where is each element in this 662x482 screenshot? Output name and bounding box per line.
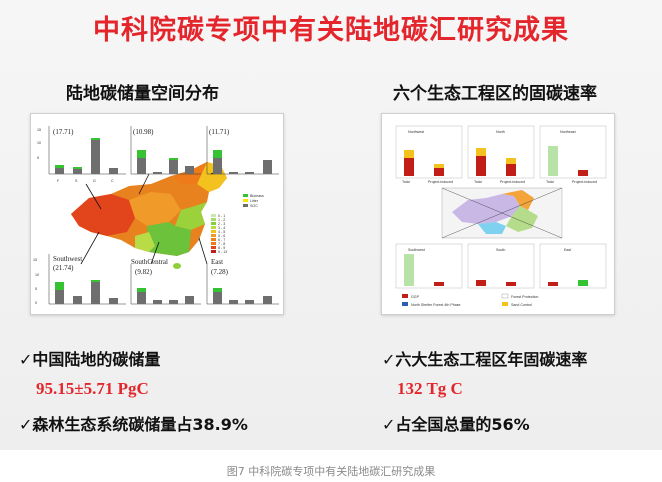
figure-caption: 图7 中科院碳专项中有关陆地碳汇研究成果 [226,465,436,478]
panel-northeast: Northeast Total Project-induced [539,125,607,184]
carbon-storage-map-figure: 15 10 5 (17.71) F S G C (10.98) [30,113,284,315]
right-finding-2: ✓占全国总量的56% [382,411,530,435]
scale-label: 1 - 2 [218,218,225,222]
axis-tick: 0 [35,301,37,305]
region-value: (10.98) [133,128,154,136]
panel-south: South [467,243,535,289]
right-finding-1: ✓六大生态工程区年固碳速率 [382,346,587,370]
region-name: Southwest [53,255,82,263]
panel-title: Northwest [408,130,424,134]
scale-label: 9 - 13 [218,250,227,254]
finding-text: 六大生态工程区年固碳速率 [395,350,588,369]
scale-label: 2 - 3 [218,222,225,226]
region-value: (9.82) [135,268,153,276]
bar-category: Total [546,180,554,184]
right-value: 132 Tg C [397,379,463,398]
project-map [441,187,563,239]
region-chart-east: East (7.28) [206,258,279,305]
region-name: SouthCentral [131,258,168,266]
axis-tick: 5 [37,156,39,160]
region-value: (11.71) [209,128,230,136]
bar-category: S [75,179,78,183]
sequestration-rate-figure: Northwest Total Project-induced North To… [381,113,615,315]
region-value: (21.74) [53,264,74,272]
scale-label: 8 - 9 [218,246,225,250]
region-name: East [211,258,223,266]
scale-label: 5 - 6 [218,234,225,238]
panel-title: South [496,248,505,252]
axis-tick: 15 [33,258,37,262]
region-value: (17.71) [53,128,74,136]
finding-text: 占全国总量的56% [395,415,530,434]
scale-label: 0 - 1 [218,214,225,218]
bar-category: G [93,179,96,183]
bar-category: C [111,179,114,183]
axis-tick: 10 [35,273,39,277]
bar-category: Project-induced [572,180,597,184]
panel-north: North Total Project-induced [467,125,535,184]
bar-category: Project-induced [500,180,525,184]
scale-label: 4 - 5 [218,230,225,234]
scale-label: 3 - 4 [218,226,225,230]
legend-label: Sand Control [511,303,532,307]
axis-tick: 15 [37,128,41,132]
bar-category: F [57,179,60,183]
panel-east: East [539,243,607,289]
panel-northwest: Northwest Total Project-induced [395,125,463,184]
region-chart-southcentral: SouthCentral (9.82) [130,258,201,305]
region-chart-2: (10.98) [130,126,201,175]
bar-category: Total [402,180,410,184]
bar-category: Project-induced [428,180,453,184]
chart-legend: Biomass Litter SOC [243,194,264,208]
scale-label: 6 - 7 [218,238,225,242]
legend-label: SOC [250,204,258,208]
axis-tick: 10 [37,141,41,145]
region-chart-3: (11.71) [206,126,279,175]
axis-tick: 5 [35,287,37,291]
check-icon: ✓ [19,415,33,434]
region-value: (7.28) [211,268,229,276]
check-icon: ✓ [382,350,396,369]
project-legend: GGP Forest Protection North Shelter Fore… [402,293,538,307]
left-finding-1: ✓中国陆地的碳储量 [19,346,160,370]
left-finding-2: ✓森林生态系统碳储量占38.9% [19,411,248,435]
right-section-title: 六个生态工程区的固碳速率 [393,84,597,104]
panel-title: Southwest [408,248,425,252]
legend-label: GGP [411,295,420,299]
legend-label: North Shelter Forest 4th Phase [411,303,461,307]
slide: 中科院碳专项中有关陆地碳汇研究成果 陆地碳储量空间分布 六个生态工程区的固碳速率 [0,0,662,450]
panel-southwest: Southwest [395,243,463,289]
finding-text: 森林生态系统碳储量占38.9% [32,415,248,434]
region-chart-1: 15 10 5 (17.71) F S G C [37,126,126,183]
finding-text: 中国陆地的碳储量 [32,350,161,369]
check-icon: ✓ [382,415,396,434]
legend-label: Litter [250,199,259,203]
region-chart-southwest: 15 10 5 0 Southwest (21.74) [33,254,126,305]
left-value: 95.15±5.71 PgC [36,379,149,398]
storage-scale-legend: 0 - 1 1 - 2 2 - 3 3 - 4 4 - 5 5 - 6 6 - … [211,214,227,254]
panel-title: East [564,248,571,252]
check-icon: ✓ [19,350,33,369]
panel-title: North [496,130,505,134]
bar-category: Total [474,180,482,184]
legend-label: Biomass [250,194,264,198]
slide-title: 中科院碳专项中有关陆地碳汇研究成果 [93,15,569,46]
sequestration-map: Northwest Total Project-induced North To… [395,125,607,307]
legend-label: Forest Protection [511,295,538,299]
scale-label: 7 - 8 [218,242,225,246]
panel-title: Northeast [560,130,576,134]
carbon-storage-map: 15 10 5 (17.71) F S G C (10.98) [33,126,279,305]
left-section-title: 陆地碳储量空间分布 [66,84,219,104]
